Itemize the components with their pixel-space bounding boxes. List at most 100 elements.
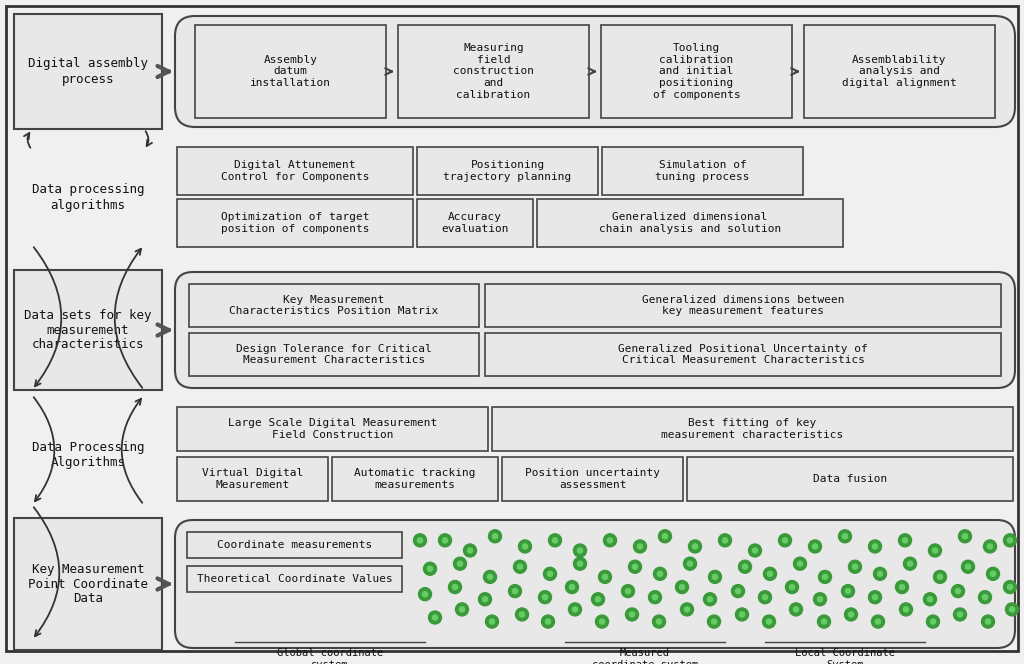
Text: Global coordinate
system: Global coordinate system bbox=[276, 648, 383, 664]
Circle shape bbox=[738, 560, 752, 573]
Circle shape bbox=[679, 584, 685, 590]
Circle shape bbox=[603, 534, 616, 547]
Circle shape bbox=[552, 538, 558, 543]
FancyBboxPatch shape bbox=[175, 272, 1015, 388]
FancyBboxPatch shape bbox=[602, 147, 803, 195]
Circle shape bbox=[657, 571, 663, 576]
Circle shape bbox=[602, 574, 607, 580]
Text: Accuracy
evaluation: Accuracy evaluation bbox=[441, 212, 509, 234]
Text: Data Processing
Algorithms: Data Processing Algorithms bbox=[32, 441, 144, 469]
Text: Key Measurement
Point Coordinate
Data: Key Measurement Point Coordinate Data bbox=[28, 562, 148, 606]
Circle shape bbox=[817, 597, 822, 602]
Circle shape bbox=[1004, 534, 1017, 547]
Text: Positioning
trajectory planning: Positioning trajectory planning bbox=[443, 160, 571, 182]
Circle shape bbox=[962, 560, 975, 573]
Circle shape bbox=[1010, 607, 1015, 612]
FancyBboxPatch shape bbox=[177, 457, 328, 501]
Circle shape bbox=[782, 538, 787, 543]
Circle shape bbox=[951, 584, 965, 598]
Circle shape bbox=[648, 591, 662, 604]
Text: Assembly
datum
installation: Assembly datum installation bbox=[250, 55, 331, 88]
FancyBboxPatch shape bbox=[417, 147, 598, 195]
Text: Data fusion: Data fusion bbox=[813, 474, 887, 484]
Circle shape bbox=[966, 564, 971, 569]
Circle shape bbox=[424, 562, 436, 575]
Circle shape bbox=[414, 534, 427, 547]
Circle shape bbox=[812, 544, 817, 549]
Circle shape bbox=[653, 567, 667, 580]
Circle shape bbox=[512, 588, 517, 594]
Circle shape bbox=[821, 619, 826, 624]
FancyBboxPatch shape bbox=[175, 16, 1015, 127]
Circle shape bbox=[749, 544, 762, 557]
Circle shape bbox=[573, 557, 587, 570]
FancyBboxPatch shape bbox=[14, 14, 162, 129]
Circle shape bbox=[622, 584, 635, 598]
FancyBboxPatch shape bbox=[189, 284, 479, 327]
Circle shape bbox=[931, 619, 936, 624]
Circle shape bbox=[517, 564, 522, 569]
Circle shape bbox=[592, 593, 604, 606]
FancyBboxPatch shape bbox=[14, 270, 162, 390]
Circle shape bbox=[987, 544, 992, 549]
Circle shape bbox=[924, 593, 937, 606]
Circle shape bbox=[813, 593, 826, 606]
Circle shape bbox=[790, 584, 795, 590]
Circle shape bbox=[652, 594, 657, 600]
Circle shape bbox=[868, 591, 882, 604]
Text: Best fitting of key
measurement characteristics: Best fitting of key measurement characte… bbox=[662, 418, 844, 440]
Circle shape bbox=[663, 534, 668, 539]
Circle shape bbox=[985, 619, 990, 624]
Circle shape bbox=[422, 592, 428, 597]
Text: Automatic tracking
measurements: Automatic tracking measurements bbox=[354, 468, 476, 490]
Circle shape bbox=[629, 560, 641, 573]
FancyBboxPatch shape bbox=[14, 518, 162, 650]
Circle shape bbox=[515, 608, 528, 621]
Circle shape bbox=[896, 580, 908, 594]
Circle shape bbox=[903, 607, 908, 612]
Circle shape bbox=[458, 561, 463, 566]
Circle shape bbox=[735, 608, 749, 621]
Circle shape bbox=[778, 534, 792, 547]
Circle shape bbox=[872, 544, 878, 549]
FancyBboxPatch shape bbox=[189, 333, 479, 376]
FancyBboxPatch shape bbox=[177, 199, 413, 247]
Circle shape bbox=[790, 603, 803, 616]
Circle shape bbox=[928, 597, 933, 602]
Circle shape bbox=[546, 619, 551, 624]
Circle shape bbox=[572, 607, 578, 612]
FancyBboxPatch shape bbox=[687, 457, 1013, 501]
Circle shape bbox=[990, 571, 995, 576]
Circle shape bbox=[876, 619, 881, 624]
Circle shape bbox=[868, 540, 882, 553]
Circle shape bbox=[598, 570, 611, 584]
FancyBboxPatch shape bbox=[175, 520, 1015, 648]
Circle shape bbox=[482, 597, 487, 602]
Circle shape bbox=[522, 544, 527, 549]
Circle shape bbox=[488, 530, 502, 542]
Text: Position uncertainty
assessment: Position uncertainty assessment bbox=[525, 468, 660, 490]
Text: Local Coordinate
System: Local Coordinate System bbox=[795, 648, 895, 664]
Circle shape bbox=[958, 530, 972, 542]
FancyBboxPatch shape bbox=[417, 199, 534, 247]
Circle shape bbox=[548, 571, 553, 576]
Circle shape bbox=[442, 538, 447, 543]
Circle shape bbox=[626, 588, 631, 594]
Circle shape bbox=[818, 570, 831, 584]
Circle shape bbox=[464, 544, 476, 557]
Text: Data processing
algorithms: Data processing algorithms bbox=[32, 183, 144, 212]
Circle shape bbox=[798, 561, 803, 566]
Circle shape bbox=[759, 591, 771, 604]
Circle shape bbox=[845, 608, 857, 621]
Circle shape bbox=[449, 580, 462, 594]
Circle shape bbox=[982, 594, 987, 600]
Circle shape bbox=[712, 619, 717, 624]
FancyBboxPatch shape bbox=[492, 407, 1013, 451]
Circle shape bbox=[852, 564, 858, 569]
Circle shape bbox=[684, 607, 689, 612]
Circle shape bbox=[453, 584, 458, 590]
FancyBboxPatch shape bbox=[537, 199, 843, 247]
Circle shape bbox=[767, 571, 772, 576]
Circle shape bbox=[656, 619, 662, 624]
Text: Assemblability
analysis and
digital alignment: Assemblability analysis and digital alig… bbox=[842, 55, 956, 88]
